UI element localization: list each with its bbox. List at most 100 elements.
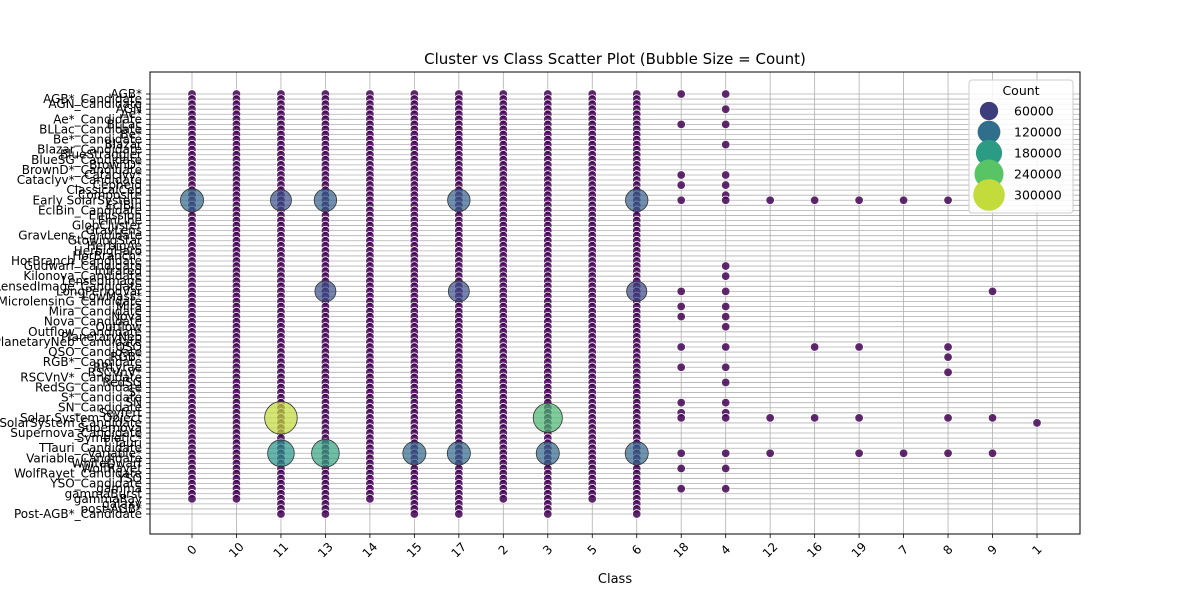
y-tick-label: Gudwarf_Candidate	[24, 259, 142, 273]
data-point	[632, 509, 642, 519]
y-tick-label: galaxy	[102, 497, 142, 511]
data-point	[720, 311, 731, 322]
data-point	[720, 377, 731, 388]
data-point	[720, 271, 731, 281]
y-tick-label: Kilonova_Candidate	[23, 269, 142, 283]
y-tick-label: LongPeriodVar	[56, 284, 142, 298]
data-point	[676, 301, 686, 312]
x-tick-label: 0	[184, 542, 199, 557]
y-tick-label: QSO	[115, 340, 142, 354]
data-point	[943, 195, 953, 205]
x-tick-label: 17	[448, 540, 469, 561]
y-tick-label: RSCVnV*_Candidate	[20, 370, 142, 384]
data-point	[231, 494, 242, 504]
data-point	[809, 413, 820, 423]
x-axis-label: Class	[598, 572, 632, 587]
data-point	[987, 286, 998, 297]
data-point	[765, 413, 775, 423]
bubble-point	[180, 188, 204, 213]
y-tick-label: BrownD*	[89, 158, 142, 172]
y-tick-label: AGB*	[110, 87, 142, 101]
data-point	[720, 139, 731, 150]
y-tick-label: Cepheid	[93, 178, 142, 192]
data-point	[720, 195, 731, 205]
data-point	[720, 448, 731, 458]
y-tick-label: T Tauri	[101, 436, 142, 450]
bubble-point	[626, 280, 648, 302]
bubble-point	[447, 280, 470, 303]
y-tick-label: SolarSystem_Candidate	[0, 416, 142, 430]
data-point	[543, 509, 553, 519]
y-tick-label: BLLac_Candidate	[39, 122, 142, 136]
chart-title: Cluster vs Class Scatter Plot (Bubble Si…	[424, 50, 806, 68]
y-tick-label: BrownD*_Candidate	[22, 163, 142, 177]
y-tick-label: LensedImage_Candidate	[0, 279, 142, 293]
data-point	[898, 195, 909, 205]
y-tick-label: YSO_Candidate	[49, 477, 142, 491]
legend-label: 240000	[1014, 167, 1062, 182]
data-point	[720, 89, 731, 99]
data-point	[720, 483, 731, 494]
data-point	[676, 362, 686, 372]
y-tick-label: Solar System Object	[20, 411, 142, 425]
data-point	[320, 509, 331, 519]
data-point	[720, 104, 731, 114]
data-point	[854, 448, 864, 458]
bubble-point	[313, 188, 338, 212]
y-tick-label: GravLens_Candidate	[18, 229, 142, 243]
y-tick-label: Variable_Candidate	[26, 451, 142, 465]
data-point	[898, 448, 909, 458]
data-point	[720, 342, 731, 352]
y-tick-label: Cataclyv*_Candidate	[17, 173, 142, 187]
y-tick-label: Outflow	[96, 320, 143, 334]
data-point	[676, 413, 686, 423]
x-tick-label: 9	[985, 542, 1000, 557]
y-tick-label: GravLens	[86, 224, 142, 238]
y-tick-label: S*	[128, 386, 142, 400]
y-tick-label: BLLac	[106, 117, 142, 131]
x-tick-label: 7	[896, 542, 911, 557]
data-point	[987, 413, 998, 423]
y-tick-label: WhiteDwarf	[72, 456, 143, 470]
x-tick-label: 12	[760, 540, 781, 561]
y-tick-label: Supernova	[78, 421, 142, 435]
data-point	[676, 448, 686, 458]
data-point	[676, 195, 686, 205]
data-point	[987, 448, 998, 458]
bubble-point	[314, 280, 337, 303]
y-tick-label: Nova_Candidate	[44, 315, 142, 329]
data-points	[180, 89, 1042, 519]
y-tick-label: LensedImage	[62, 274, 142, 288]
y-tick-label: Ae*	[121, 107, 142, 121]
y-tick-label: Early SolarSystem	[33, 193, 142, 207]
y-tick-label: Ae*_Candidate	[53, 112, 142, 126]
legend-label: 180000	[1014, 146, 1062, 161]
y-tick-label: RGB*	[110, 350, 142, 364]
x-tick-label: 6	[629, 542, 644, 557]
data-point	[765, 448, 775, 458]
x-tick-label: 2	[496, 542, 511, 557]
data-point	[676, 170, 686, 180]
data-point	[676, 89, 686, 99]
y-tick-label: EmLine	[98, 214, 142, 228]
bubble-point	[447, 188, 471, 212]
data-point	[720, 397, 731, 408]
y-tick-label: Cataclyv*	[84, 168, 142, 182]
bubble-point	[625, 188, 649, 212]
y-tick-label: gammaRay	[74, 492, 142, 506]
x-tick-label: 10	[226, 540, 247, 561]
y-tick-label: Blazar	[104, 138, 142, 152]
data-point	[765, 195, 775, 205]
y-tick-label: YSO	[117, 472, 142, 486]
bubble-point	[535, 441, 560, 466]
legend-label: 300000	[1014, 188, 1062, 203]
x-tick-label: 14	[360, 540, 381, 561]
bubble-point	[402, 441, 427, 466]
x-tick-label: 1	[1029, 542, 1044, 557]
data-point	[409, 509, 420, 519]
y-tick-label: Mira_Candidate	[49, 305, 142, 319]
y-tick-label: TTauri_Candidate	[38, 441, 142, 455]
x-tick-label: 15	[404, 540, 425, 561]
data-point	[943, 352, 953, 362]
